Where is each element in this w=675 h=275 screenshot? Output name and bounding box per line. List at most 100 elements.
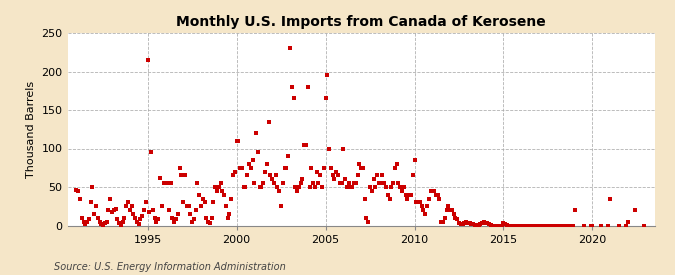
Point [205,221,215,226]
Point [123,200,134,205]
Point [614,223,624,228]
Point [431,192,441,197]
Point [246,166,256,170]
Point [230,169,240,174]
Point [485,222,496,227]
Point [493,223,504,228]
Point [275,204,286,208]
Point [252,150,263,155]
Point [367,189,377,193]
Point [96,222,107,226]
Point [231,139,242,143]
Point [350,181,361,185]
Point [300,142,311,147]
Point [468,222,479,226]
Point [502,222,512,227]
Point [133,222,144,226]
Point [354,162,364,166]
Point [211,189,222,193]
Point [446,208,457,212]
Point [183,204,194,208]
Point [622,219,633,224]
Point [185,212,196,216]
Point [297,177,308,182]
Y-axis label: Thousand Barrels: Thousand Barrels [26,81,36,178]
Point [317,185,327,189]
Point [112,217,123,222]
Point [537,223,548,228]
Point [290,185,300,189]
Point [381,185,392,189]
Point [541,223,551,228]
Point [514,223,525,228]
Point [153,217,163,222]
Point [128,212,139,216]
Point [496,223,507,228]
Point [372,173,383,178]
Point [115,222,126,227]
Point [188,217,199,222]
Point [140,200,151,205]
Point [411,200,422,205]
Point [603,223,614,228]
Point [331,169,342,174]
Point [370,185,381,189]
Point [407,173,418,178]
Point [89,212,100,216]
Point [379,181,389,185]
Point [142,58,153,62]
Point [383,192,394,197]
Point [87,185,98,189]
Point [361,216,372,220]
Point [148,208,159,212]
Point [324,146,335,151]
Point [254,185,265,189]
Point [126,204,137,208]
Point [256,185,267,189]
Point [559,223,570,228]
Point [98,223,109,228]
Point [158,181,169,185]
Point [101,219,112,224]
Point [103,208,114,212]
Point [443,204,454,208]
Point [521,223,532,228]
Point [196,204,207,208]
Point [306,166,317,170]
Point [507,223,518,228]
Point [260,169,271,174]
Point [92,216,103,220]
Point [333,173,344,178]
Point [162,181,173,185]
Point [418,208,429,212]
Point [529,223,539,228]
Point [481,221,491,226]
Point [551,223,562,228]
Point [423,196,434,201]
Point [477,221,487,226]
Point [544,223,555,228]
Point [461,219,472,224]
Point [167,216,178,220]
Point [524,223,535,228]
Point [402,196,413,201]
Point [334,181,345,185]
Point [482,221,493,226]
Point [518,223,529,228]
Point [320,96,331,101]
Point [219,192,230,197]
Point [397,189,408,193]
Point [535,223,546,228]
Point [437,219,448,224]
Point [270,173,281,178]
Point [554,223,564,228]
Point [384,196,395,201]
Point [441,208,452,212]
Point [135,217,146,222]
Point [532,223,543,228]
Point [315,173,325,178]
Point [308,181,319,185]
Point [160,181,171,185]
Point [113,221,124,226]
Point [199,200,210,205]
